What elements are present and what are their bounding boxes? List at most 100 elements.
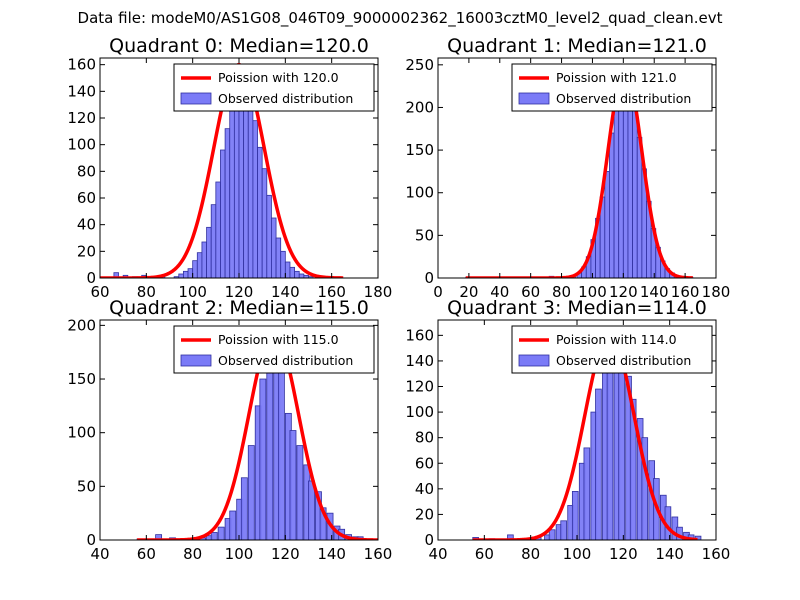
x-tick-label: 40 (428, 545, 447, 563)
x-tick-label: 100 (225, 545, 254, 563)
y-tick-label: 0 (424, 269, 434, 287)
histogram-bar (261, 168, 268, 278)
y-tick-label: 0 (424, 531, 434, 549)
legend-label-observed: Observed distribution (218, 353, 353, 368)
x-tick-label: 160 (671, 283, 700, 301)
x-tick-label: 80 (521, 545, 540, 563)
histogram-bar (583, 447, 591, 540)
y-tick-label: 160 (67, 56, 96, 74)
x-tick-label: 140 (271, 283, 300, 301)
histogram-bar (618, 360, 625, 540)
histogram-bar (560, 520, 567, 540)
histogram-bar (294, 270, 300, 278)
histogram-bar (210, 204, 217, 278)
y-tick-label: 100 (67, 136, 96, 154)
histogram-bar (240, 477, 248, 540)
histogram-bar (609, 132, 615, 278)
histogram-bar (243, 90, 249, 278)
figure-suptitle: Data file: modeM0/AS1G08_046T09_90000023… (78, 9, 723, 28)
legend-label-poisson: Poission with 115.0 (218, 332, 339, 347)
x-tick-label: 120 (609, 283, 638, 301)
x-tick-label: 100 (563, 545, 592, 563)
legend-label-poisson: Poission with 114.0 (556, 332, 677, 347)
legend-bar-swatch (180, 354, 212, 367)
histogram-bar (507, 534, 514, 540)
histogram-bar (266, 194, 272, 278)
panel-quadrant-1: Quadrant 1: Median=121.00 20 40 60 80 100 120 1… (405, 35, 730, 301)
x-tick-label: 20 (459, 283, 478, 301)
y-tick-label: 100 (67, 424, 96, 442)
histogram-bar (298, 273, 305, 278)
x-tick-label: 180 (702, 283, 731, 301)
histogram-bar (284, 261, 291, 278)
histogram-bar (289, 266, 296, 278)
histogram-bar (252, 120, 258, 278)
y-tick-label: 100 (405, 403, 434, 421)
y-tick-label: 50 (415, 226, 434, 244)
y-tick-label: 150 (67, 370, 96, 388)
panel-title: Quadrant 1: Median=121.0 (447, 35, 707, 57)
histogram-bar (257, 146, 263, 278)
legend-label-poisson: Poission with 120.0 (218, 70, 339, 85)
y-tick-label: 60 (415, 454, 434, 472)
panel-quadrant-3: Quadrant 3: Median=114.0 40 60 80 100 120 140 1… (405, 297, 730, 563)
legend-label-poisson: Poission with 121.0 (556, 70, 677, 85)
panel-title: Quadrant 2: Median=115.0 (109, 297, 369, 319)
x-tick-label: 60 (475, 545, 494, 563)
y-tick-label: 140 (405, 352, 434, 370)
histogram-bar (187, 268, 194, 278)
legend-label-observed: Observed distribution (556, 91, 691, 106)
y-tick-label: 40 (415, 480, 434, 498)
poisson-curve (465, 67, 694, 278)
panel-quadrant-0: Quadrant 0: Median=120.0 60 80 100 120 140 160… (67, 35, 392, 301)
y-tick-label: 0 (86, 531, 96, 549)
x-tick-label: 160 (364, 545, 393, 563)
histogram-bar (247, 100, 254, 278)
x-tick-label: 40 (90, 545, 109, 563)
y-tick-label: 120 (67, 109, 96, 127)
legend-label-observed: Observed distribution (556, 353, 691, 368)
y-tick-label: 140 (67, 82, 96, 100)
histogram-bar (613, 98, 620, 278)
y-tick-label: 200 (405, 98, 434, 116)
y-tick-label: 200 (67, 316, 96, 334)
histogram-bar (196, 252, 203, 278)
x-tick-label: 0 (433, 283, 443, 301)
x-tick-label: 120 (609, 545, 638, 563)
histogram-bar (641, 437, 649, 540)
y-tick-label: 150 (405, 141, 434, 159)
histogram-bar (215, 181, 221, 278)
histogram-bar (595, 388, 602, 540)
histogram-bar (210, 532, 218, 540)
x-tick-label: 140 (317, 545, 346, 563)
y-tick-label: 160 (405, 326, 434, 344)
y-tick-label: 60 (77, 189, 96, 207)
histogram-bar (217, 526, 225, 540)
panel-quadrant-2: Quadrant 2: Median=115.0 40 60 80 100 120 140 1… (67, 297, 392, 563)
panel-title: Quadrant 3: Median=114.0 (447, 297, 707, 319)
y-tick-label: 40 (77, 216, 96, 234)
histogram-bar (275, 237, 282, 278)
histogram-bar (571, 490, 579, 540)
histogram-bar (604, 171, 610, 278)
histogram-bar (308, 480, 315, 540)
histogram-bar (178, 273, 184, 278)
histogram-bar (224, 128, 231, 278)
x-tick-label: 80 (183, 545, 202, 563)
histogram-bar (182, 270, 189, 278)
axes-frame (437, 57, 717, 279)
histogram-bar (233, 86, 240, 278)
histogram-bar (155, 534, 163, 540)
plot-area (465, 66, 694, 278)
y-tick-label: 0 (86, 269, 96, 287)
histogram-bar (548, 529, 556, 540)
histogram-bar (229, 104, 235, 278)
legend-bar-swatch (518, 354, 550, 367)
histogram-bar (296, 445, 304, 540)
y-tick-label: 20 (415, 505, 434, 523)
histogram-bar (271, 217, 277, 278)
legend: Poission with 121.0 Observed distribution (511, 63, 713, 112)
y-tick-label: 20 (77, 242, 96, 260)
histogram-bar (259, 378, 267, 540)
x-tick-label: 40 (490, 283, 509, 301)
